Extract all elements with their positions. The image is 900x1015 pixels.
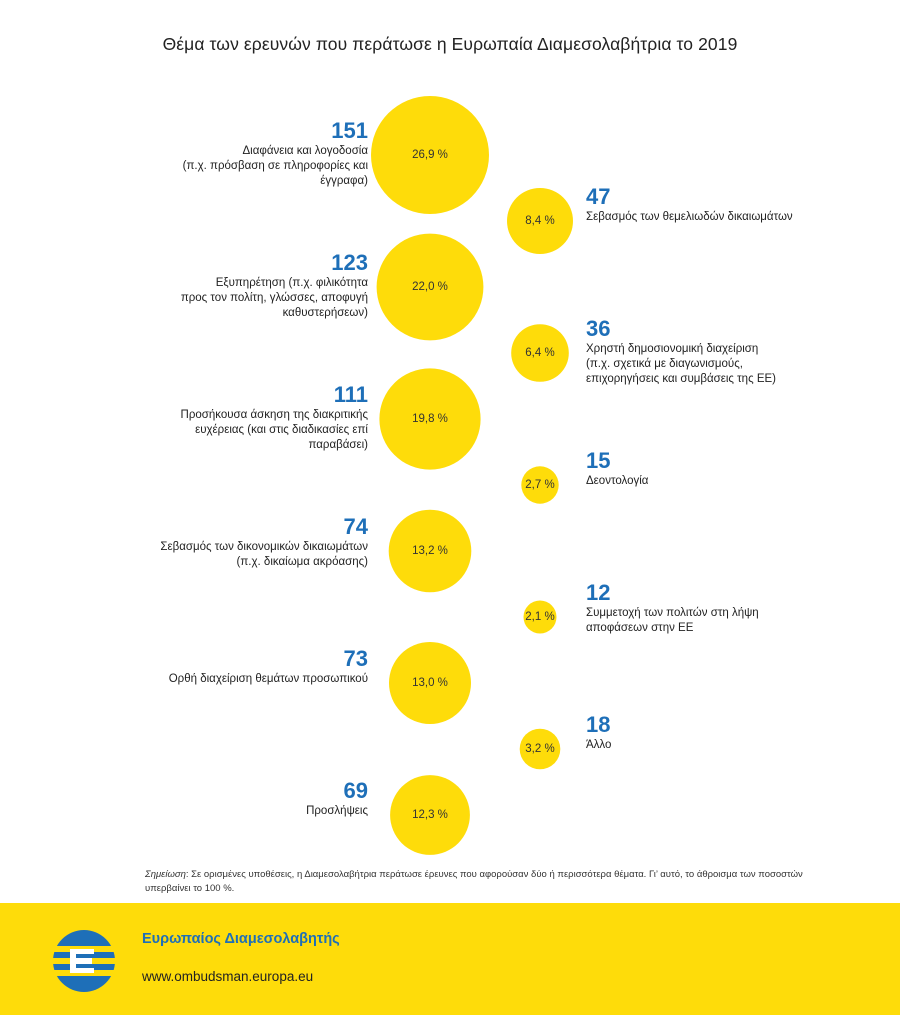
entry-count: 123 xyxy=(331,250,368,275)
entry-count: 18 xyxy=(586,712,611,737)
footer-band xyxy=(0,903,900,1015)
bubble-0 xyxy=(371,96,489,214)
entry-label: Σεβασμός των δικονομικών δικαιωμάτων (π.… xyxy=(160,541,368,568)
entry-2: 123 Εξυπηρέτηση (π.χ. φιλικότητα προς τον… xyxy=(181,250,368,321)
entry-count: 36 xyxy=(586,316,611,341)
bubble-10 xyxy=(390,775,470,855)
entry-1: 47 Σεβασμός των θεμελιωδών δικαιωμάτων xyxy=(586,184,793,225)
entry-3: 36 Χρηστή δημοσιονομική διαχείριση (π.χ. … xyxy=(586,316,776,387)
entry-count: 73 xyxy=(343,646,368,671)
entry-label: Σεβασμός των θεμελιωδών δικαιωμάτων xyxy=(586,211,793,223)
entry-count: 151 xyxy=(331,118,368,143)
entry-count: 74 xyxy=(343,514,368,539)
entry-count: 12 xyxy=(586,580,611,605)
bubble-5 xyxy=(521,466,559,504)
entry-8: 73 Ορθή διαχείριση θεμάτων προσωπικού xyxy=(169,646,368,687)
entry-label: Δεοντολογία xyxy=(586,475,649,487)
bubble-percent-label: 3,2 % xyxy=(525,743,554,755)
bubble-4 xyxy=(379,368,481,470)
entry-9: 18 Άλλο xyxy=(586,712,611,753)
entry-5: 15 Δεοντολογία xyxy=(586,448,648,489)
org-name: Ευρωπαίος Διαμεσολαβητής xyxy=(142,931,340,947)
entry-count: 47 xyxy=(586,184,611,209)
entry-label: Χρηστή δημοσιονομική διαχείριση (π.χ. σχ… xyxy=(586,343,776,385)
bubble-percent-label: 13,0 % xyxy=(412,677,448,689)
bubble-percent-label: 26,9 % xyxy=(412,149,448,161)
entry-label: Προσλήψεις xyxy=(306,805,368,817)
european-ombudsman-logo-icon xyxy=(52,930,116,992)
entry-label: Ορθή διαχείριση θεμάτων προσωπικού xyxy=(168,673,368,685)
entry-6: 74 Σεβασμός των δικονομικών δικαιωμάτων (… xyxy=(160,514,368,570)
bubble-3 xyxy=(511,324,569,382)
entry-label: Εξυπηρέτηση (π.χ. φιλικότητα προς τον πο… xyxy=(180,277,368,319)
entry-count: 69 xyxy=(343,778,368,803)
footnote-prefix: Σημείωση xyxy=(145,869,186,880)
bubble-percent-label: 2,1 % xyxy=(525,611,554,623)
entry-label: Άλλο xyxy=(586,739,612,751)
entry-count: 15 xyxy=(586,448,611,473)
entry-count: 111 xyxy=(333,382,368,407)
org-url[interactable]: www.ombudsman.europa.eu xyxy=(142,969,314,984)
footnote-text: : Σε ορισμένες υποθέσεις, η Διαμεσολαβήτ… xyxy=(145,869,803,894)
bubble-percent-label: 19,8 % xyxy=(412,413,448,425)
entry-label: Προσήκουσα άσκηση της διακριτικής ευχέρε… xyxy=(180,409,368,451)
bubble-percent-label: 12,3 % xyxy=(412,809,448,821)
entry-7: 12 Συμμετοχή των πολιτών στη λήψη αποφάσε… xyxy=(586,580,759,636)
bubble-1 xyxy=(507,188,573,254)
bubble-percent-label: 13,2 % xyxy=(412,545,448,557)
bubble-percent-label: 22,0 % xyxy=(412,281,448,293)
entry-4: 111 Προσήκουσα άσκηση της διακριτικής ευχ… xyxy=(181,382,368,453)
entry-label: Συμμετοχή των πολιτών στη λήψη αποφάσεων… xyxy=(586,607,759,634)
bubble-percent-label: 2,7 % xyxy=(525,479,554,491)
entry-0: 151 Διαφάνεια και λογοδοσία (π.χ. πρόσβασ… xyxy=(183,118,368,189)
entry-10: 69 Προσλήψεις xyxy=(306,778,368,819)
bubble-7 xyxy=(523,600,557,634)
bubble-9 xyxy=(519,728,561,770)
bubble-chart: 26,9 % 8,4 % 22,0 % 6,4 % 19,8 % 2,7 % 13,2 % 2… xyxy=(371,96,573,855)
bubble-8 xyxy=(389,642,471,724)
bubble-6 xyxy=(388,509,472,593)
entry-label: Διαφάνεια και λογοδοσία (π.χ. πρόσβαση σ… xyxy=(182,145,368,187)
bubble-percent-label: 6,4 % xyxy=(525,347,554,359)
chart-title: Θέμα των ερευνών που περάτωσε η Ευρωπαία… xyxy=(162,34,738,54)
bubble-2 xyxy=(376,233,484,341)
footnote: Σημείωση: Σε ορισμένες υποθέσεις, η Διαμ… xyxy=(145,868,825,895)
bubble-percent-label: 8,4 % xyxy=(525,215,554,227)
